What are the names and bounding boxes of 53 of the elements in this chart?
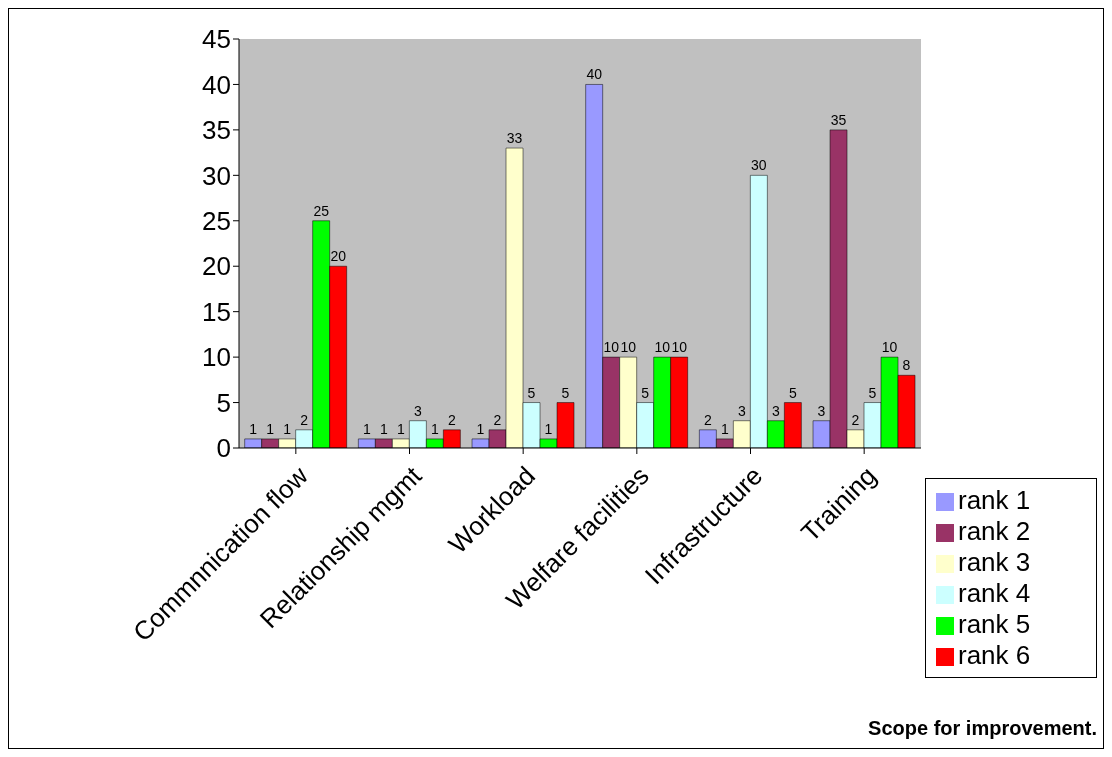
data-label: 3 xyxy=(771,402,780,419)
legend-label: rank 5 xyxy=(958,609,1031,639)
y-tick-label: 10 xyxy=(202,342,231,373)
data-label: 1 xyxy=(720,420,729,437)
data-label: 2 xyxy=(851,411,860,428)
data-label: 3 xyxy=(737,402,746,419)
data-label: 1 xyxy=(266,420,275,437)
data-label: 8 xyxy=(902,357,911,374)
data-label: 2 xyxy=(300,411,309,428)
data-label: 2 xyxy=(447,411,456,428)
data-label: 33 xyxy=(506,130,523,147)
y-tick-label: 15 xyxy=(202,296,231,327)
data-label: 10 xyxy=(603,339,620,356)
data-label: 1 xyxy=(249,420,258,437)
data-label: 10 xyxy=(654,339,671,356)
y-tick-label: 25 xyxy=(202,206,231,237)
data-label: 2 xyxy=(493,411,502,428)
data-label: 1 xyxy=(430,420,439,437)
legend-label: rank 4 xyxy=(958,578,1031,608)
y-tick-label: 45 xyxy=(202,24,231,55)
data-label: 1 xyxy=(362,420,371,437)
data-label: 30 xyxy=(751,157,767,174)
y-tick-label: 0 xyxy=(216,433,231,464)
data-label: 1 xyxy=(283,420,292,437)
y-tick-label: 30 xyxy=(202,160,231,191)
data-label: 40 xyxy=(586,66,603,83)
data-label: 10 xyxy=(671,339,688,356)
legend-label: rank 2 xyxy=(958,516,1031,546)
data-label: 20 xyxy=(330,248,347,265)
data-label: 3 xyxy=(413,402,422,419)
data-label: 35 xyxy=(830,111,847,128)
data-label: 1 xyxy=(544,420,553,437)
legend-label: rank 6 xyxy=(958,640,1031,670)
data-label: 1 xyxy=(379,420,388,437)
text: Scope for improvement. xyxy=(868,717,1097,740)
legend-label: rank 3 xyxy=(958,547,1031,577)
data-label: 5 xyxy=(641,384,650,401)
data-label: 5 xyxy=(868,384,877,401)
y-tick-label: 40 xyxy=(202,69,231,100)
y-tick-label: 5 xyxy=(216,387,231,418)
data-label: 1 xyxy=(396,420,405,437)
data-label: 25 xyxy=(313,202,330,219)
data-label: 5 xyxy=(527,384,536,401)
data-label: 10 xyxy=(881,339,898,356)
y-tick-label: 35 xyxy=(202,115,231,146)
data-label: 5 xyxy=(561,384,570,401)
legend-label: rank 1 xyxy=(958,485,1031,515)
data-label: 1 xyxy=(476,420,485,437)
data-label: 2 xyxy=(703,411,712,428)
data-label: 5 xyxy=(788,384,797,401)
data-label: 10 xyxy=(620,339,637,356)
y-tick-label: 20 xyxy=(202,251,231,282)
data-label: 3 xyxy=(817,402,826,419)
